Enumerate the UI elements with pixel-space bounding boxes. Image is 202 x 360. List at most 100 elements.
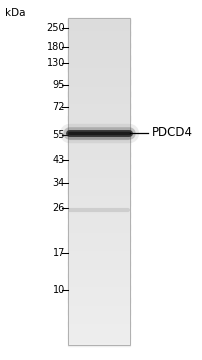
Bar [68,99,129,100]
Bar [68,107,129,109]
Bar [68,183,129,184]
Bar [68,180,129,182]
Bar [68,257,129,258]
Bar [68,73,129,75]
Bar [68,84,129,85]
Bar [68,297,129,299]
Bar [68,328,129,329]
Bar [68,248,129,249]
Bar [68,272,129,274]
Bar [68,18,129,345]
Bar [68,136,129,137]
Bar [68,223,129,225]
Bar [68,260,129,262]
Bar [68,310,129,312]
Bar [68,30,129,32]
Text: 180: 180 [46,42,65,52]
Bar [68,32,129,34]
Bar [68,111,129,112]
Bar [68,29,129,31]
Text: 250: 250 [46,23,65,33]
Bar [68,224,129,226]
Bar [68,23,129,25]
Bar [68,159,129,160]
Bar [68,181,129,183]
Bar [68,344,129,346]
Bar [68,184,129,185]
Bar [68,140,129,142]
Bar [68,330,129,331]
Bar [68,116,129,118]
Bar [68,222,129,224]
Bar [68,244,129,245]
Bar [68,62,129,63]
Bar [68,161,129,162]
Bar [68,278,129,279]
Bar [68,202,129,204]
Bar [68,337,129,339]
Bar [68,75,129,76]
Bar [68,19,129,21]
Bar [68,226,129,228]
Bar [68,215,129,217]
Bar [68,64,129,66]
Bar [68,77,129,78]
Bar [68,21,129,23]
Bar [68,235,129,237]
Bar [68,289,129,291]
Bar [68,67,129,69]
Bar [68,199,129,201]
Bar [68,127,129,129]
Bar [68,200,129,202]
Bar [68,237,129,239]
Bar [68,44,129,46]
Bar [68,60,129,62]
Bar [68,71,129,73]
Bar [68,87,129,88]
Bar [68,70,129,72]
Bar [68,45,129,47]
Bar [68,126,129,127]
Bar [68,98,129,99]
Bar [68,249,129,251]
Bar [68,41,129,42]
Bar [68,114,129,116]
Bar [68,63,129,64]
Bar [68,112,129,113]
Bar [68,31,129,33]
Bar [68,333,129,334]
Bar [68,227,129,229]
Bar [68,299,129,301]
Bar [68,271,129,273]
Bar [68,20,129,22]
Bar [68,113,129,114]
Bar [68,339,129,341]
Bar [68,265,129,267]
Bar [68,291,129,292]
Bar [68,131,129,133]
Bar [68,323,129,325]
Bar [68,312,129,314]
Bar [68,341,129,342]
Bar [68,255,129,256]
Bar [68,315,129,316]
Text: PDCD4: PDCD4 [151,126,192,139]
Bar [68,57,129,59]
Bar [68,52,129,53]
Bar [68,176,129,177]
Bar [68,245,129,246]
Bar [68,125,129,126]
Bar [68,231,129,233]
Bar [68,216,129,218]
Bar [68,338,129,340]
Bar [68,121,129,122]
Bar [68,103,129,105]
Bar [68,175,129,176]
Bar [68,269,129,270]
Bar [68,198,129,199]
Bar [68,167,129,169]
Bar [68,253,129,255]
Bar [68,109,129,111]
Bar [68,236,129,238]
Bar [68,228,129,230]
